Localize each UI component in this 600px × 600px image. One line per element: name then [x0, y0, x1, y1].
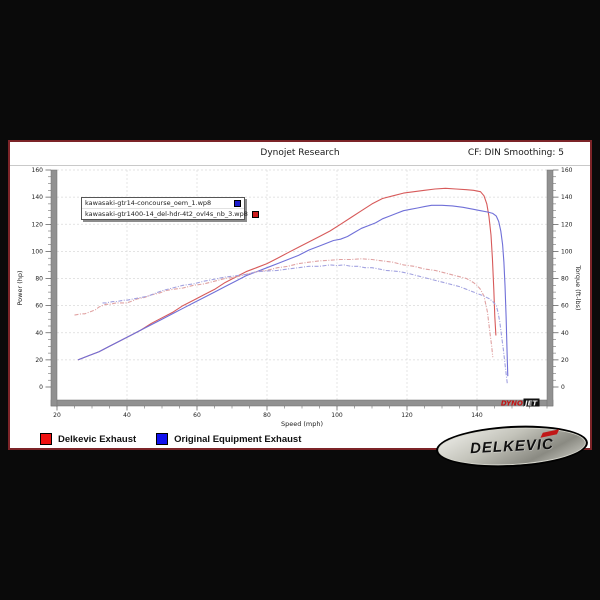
series-torque-2	[74, 258, 494, 358]
svg-text:0: 0	[561, 384, 565, 391]
svg-text:120: 120	[561, 221, 573, 228]
svg-text:160: 160	[561, 167, 573, 174]
y-axis-title-right: Torque (ft-lbs)	[574, 264, 582, 310]
svg-text:20: 20	[53, 412, 61, 419]
svg-text:40: 40	[35, 330, 43, 337]
run-color-swatch	[251, 210, 259, 218]
svg-text:80: 80	[263, 412, 271, 419]
svg-text:40: 40	[123, 412, 131, 419]
svg-text:0: 0	[39, 384, 43, 391]
legend-item-oem: Original Equipment Exhaust	[156, 433, 301, 445]
delkevic-color-swatch	[40, 433, 52, 445]
svg-text:20: 20	[35, 357, 43, 364]
run-file-name: kawasaki-gtr1400-14_del-hdr-4t2_ovl4s_nb…	[85, 210, 248, 218]
dynojet-watermark: DYNO JET	[501, 398, 540, 408]
y-axis-title-left: Power (hp)	[16, 270, 24, 305]
svg-text:120: 120	[32, 221, 44, 228]
legend-item-delkevic: Delkevic Exhaust	[40, 433, 136, 445]
axis-ticks-labels: 0 0 20 20 40 40 60 60 80 80 100 100 120 120 140 140 160 1…	[16, 167, 582, 428]
x-axis-title: Speed (mph)	[281, 420, 323, 428]
svg-text:20: 20	[561, 357, 569, 364]
run-legend-row: kawasaki-gtr14-concourse_oem_1.wp8	[82, 198, 244, 208]
delkevic-logo-text: DELKEVIC	[469, 435, 555, 458]
chart-title: Dynojet Research	[260, 148, 340, 158]
run-legend-row: kawasaki-gtr1400-14_del-hdr-4t2_ovl4s_nb…	[82, 208, 259, 219]
svg-text:JET: JET	[523, 400, 538, 408]
svg-text:160: 160	[32, 167, 44, 174]
svg-text:100: 100	[561, 248, 573, 255]
delkevic-logo-oval: DELKEVIC	[435, 422, 589, 471]
svg-text:60: 60	[35, 303, 43, 310]
series-power-1	[77, 204, 509, 377]
svg-text:80: 80	[35, 276, 43, 283]
smoothing-label: CF: DIN Smoothing: 5	[467, 148, 564, 158]
svg-text:140: 140	[32, 194, 44, 201]
oem-color-swatch	[156, 433, 169, 445]
svg-text:60: 60	[193, 412, 201, 419]
svg-text:60: 60	[561, 303, 569, 310]
svg-text:140: 140	[561, 194, 573, 201]
svg-text:140: 140	[471, 412, 483, 419]
series-power-0	[77, 187, 497, 361]
run-file-name: kawasaki-gtr14-concourse_oem_1.wp8	[85, 199, 212, 207]
svg-text:100: 100	[331, 412, 343, 419]
chart-header: Dynojet Research CF: DIN Smoothing: 5	[10, 142, 590, 166]
svg-text:100: 100	[32, 248, 44, 255]
svg-text:40: 40	[561, 330, 569, 337]
delkevic-legend-label: Delkevic Exhaust	[58, 433, 137, 445]
svg-text:DYNO: DYNO	[501, 400, 523, 408]
run-color-swatch	[234, 199, 241, 207]
svg-text:120: 120	[401, 412, 413, 419]
oem-legend-label: Original Equipment Exhaust	[174, 433, 302, 445]
series-torque-3	[102, 264, 508, 385]
svg-text:80: 80	[561, 276, 569, 283]
dyno-plot: 0 0 20 20 40 40 60 60 80 80 100 100 120 120 140 140 160 1…	[16, 167, 582, 428]
delkevic-logo: DELKEVIC	[435, 422, 589, 471]
